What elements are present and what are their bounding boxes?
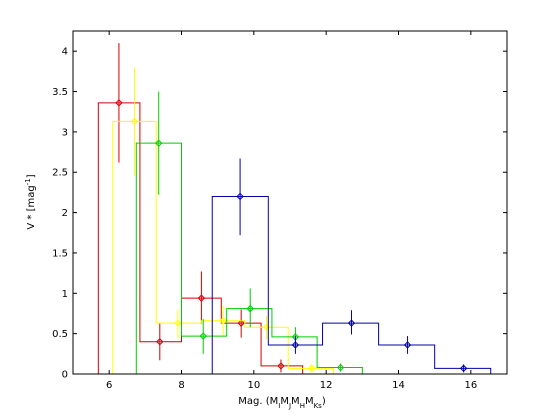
x-tick-label: 8 <box>178 380 184 391</box>
series-0 <box>97 43 304 374</box>
series-3 <box>211 158 492 374</box>
y-tick-label: 2 <box>62 208 68 219</box>
series-0-point-0 <box>115 99 123 107</box>
y-tick-label: 3 <box>62 127 68 138</box>
series-0-point-1 <box>156 338 164 346</box>
plot-frame <box>72 30 508 375</box>
series-2-point-4 <box>336 363 345 372</box>
y-tick-label: 2.5 <box>52 168 68 179</box>
series-1-point-1 <box>174 319 182 327</box>
x-tick-label: 12 <box>320 380 333 391</box>
series-1-point-2 <box>219 317 227 325</box>
y-tick-label: 0 <box>62 370 68 381</box>
x-tick-label: 6 <box>106 380 112 391</box>
y-tick-label: 1 <box>62 289 68 300</box>
series-2-point-0 <box>155 139 163 147</box>
series-3-point-4 <box>459 364 468 373</box>
series-3-point-0 <box>236 192 244 201</box>
series-2-point-1 <box>199 332 207 340</box>
series-3-histogram-steps <box>211 195 492 374</box>
y-tick-label: 0.5 <box>52 329 68 340</box>
series-3-point-2 <box>347 319 356 327</box>
x-tick-label: 16 <box>464 380 477 391</box>
series-2-histogram-steps <box>135 142 363 374</box>
series-3-point-3 <box>403 341 412 349</box>
ticks-layer: 6 8 10 12 14 16 0 0.5 1 1.5 2 2.5 3 3.5 4 <box>52 31 507 391</box>
series-1 <box>112 67 334 374</box>
y-tick-label: 4 <box>62 47 68 58</box>
y-tick-label: 3.5 <box>52 87 68 98</box>
x-axis-label: Mag. (MIMJMHMKs) <box>238 396 326 410</box>
series-1-point-0 <box>130 117 139 126</box>
series-0-point-3 <box>237 319 245 327</box>
x-tick-label: 14 <box>392 380 405 391</box>
y-axis-label: V * [mag-1] <box>24 174 37 229</box>
series-1-point-4 <box>307 364 316 373</box>
series-layer <box>97 43 492 374</box>
series-0-point-4 <box>277 362 285 370</box>
series-0-point-2 <box>197 294 206 302</box>
series-2-point-2 <box>246 304 254 313</box>
x-tick-label: 10 <box>247 380 260 391</box>
series-3-point-1 <box>291 341 300 349</box>
y-tick-label: 1.5 <box>52 248 68 259</box>
